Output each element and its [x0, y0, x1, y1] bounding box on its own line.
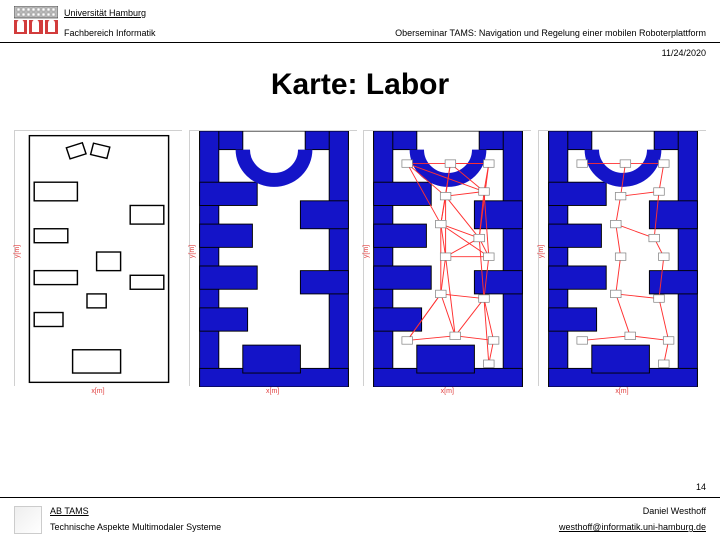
slide-number: 14: [696, 482, 706, 492]
axis-label-x: x[m]: [441, 388, 454, 395]
axis-label-y: y[m]: [189, 245, 196, 258]
slide-title: Karte: Labor: [0, 68, 720, 102]
map-panel-2: y[m]x[m]: [363, 130, 531, 386]
author-email[interactable]: westhoff@informatik.uni-hamburg.de: [559, 522, 706, 532]
figure-row: y[m]x[m]y[m]x[m]y[m]x[m]y[m]x[m]: [14, 130, 706, 390]
map-panel-3: y[m]x[m]: [538, 130, 706, 386]
department-name: Fachbereich Informatik: [64, 28, 156, 38]
university-logo-icon: [14, 6, 58, 34]
tams-logo-icon: [14, 506, 42, 534]
axis-label-y: y[m]: [538, 245, 545, 258]
header-divider: [0, 42, 720, 43]
axis-label-y: y[m]: [14, 245, 21, 258]
axis-label-x: x[m]: [615, 388, 628, 395]
author-name: Daniel Westhoff: [643, 506, 706, 516]
group-link[interactable]: AB TAMS: [50, 506, 89, 516]
map-panel-1: y[m]x[m]: [189, 130, 357, 386]
footer-divider: [0, 497, 720, 498]
slide-date: 11/24/2020: [662, 48, 706, 58]
slide-header: Universität Hamburg Fachbereich Informat…: [0, 0, 720, 46]
axis-label-x: x[m]: [266, 388, 279, 395]
axis-label-y: y[m]: [363, 245, 370, 258]
map-panel-0: y[m]x[m]: [14, 130, 182, 386]
group-full-name: Technische Aspekte Multimodaler Systeme: [50, 522, 221, 532]
axis-label-x: x[m]: [91, 388, 104, 395]
seminar-title: Oberseminar TAMS: Navigation und Regelun…: [395, 28, 706, 38]
university-name: Universität Hamburg: [64, 8, 146, 18]
